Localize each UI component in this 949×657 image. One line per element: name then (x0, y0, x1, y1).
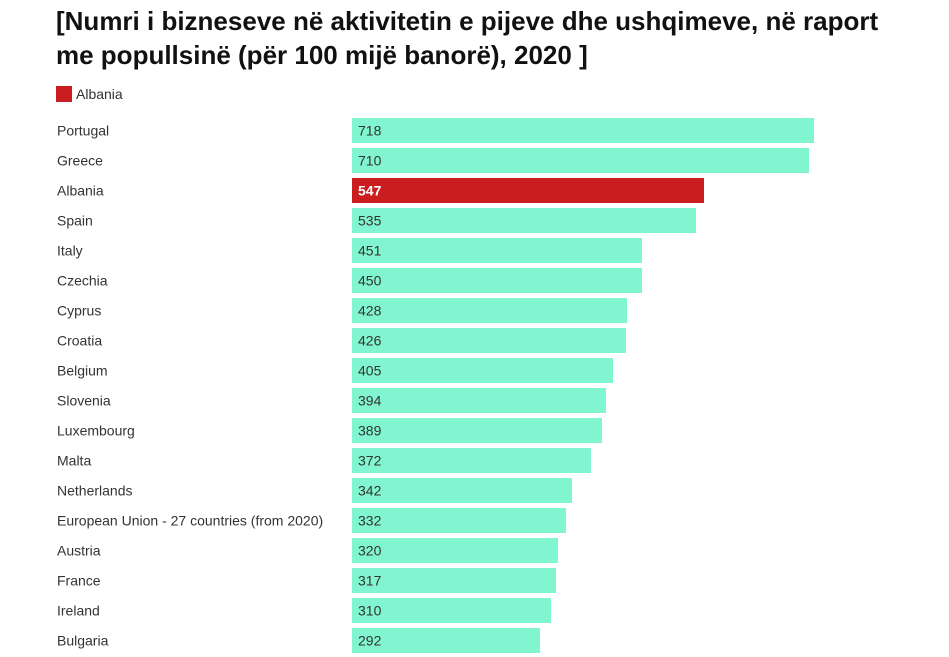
bar (352, 358, 613, 383)
category-label: Czechia (57, 273, 108, 289)
chart-title: [Numri i bizneseve në aktivitetin e pije… (56, 6, 879, 70)
value-label: 547 (358, 183, 382, 199)
value-label: 710 (358, 153, 382, 169)
category-label: Albania (57, 183, 104, 199)
category-label: Spain (57, 213, 93, 229)
value-label: 451 (358, 243, 382, 259)
bar (352, 628, 540, 653)
bar (352, 208, 696, 233)
value-label: 428 (358, 303, 382, 319)
category-label: Malta (57, 453, 91, 469)
legend: Albania (56, 86, 123, 102)
value-label: 450 (358, 273, 382, 289)
value-label: 535 (358, 213, 382, 229)
category-label: Bulgaria (57, 633, 109, 649)
value-label: 332 (358, 513, 382, 529)
bar (352, 448, 591, 473)
legend-swatch (56, 86, 72, 102)
value-label: 426 (358, 333, 382, 349)
value-label: 372 (358, 453, 382, 469)
value-label: 317 (358, 573, 382, 589)
value-label: 405 (358, 363, 382, 379)
bar (352, 178, 704, 203)
bar (352, 538, 558, 563)
value-label: 389 (358, 423, 382, 439)
category-label: Cyprus (57, 303, 101, 319)
category-label: Ireland (57, 603, 100, 619)
bar (352, 598, 551, 623)
bar (352, 118, 814, 143)
bar (352, 268, 642, 293)
legend-label: Albania (76, 86, 123, 102)
value-label: 292 (358, 633, 382, 649)
category-label: Netherlands (57, 483, 133, 499)
bar (352, 328, 626, 353)
bar (352, 388, 606, 413)
category-label: France (57, 573, 101, 589)
bar (352, 298, 627, 323)
bar (352, 568, 556, 593)
bar (352, 478, 572, 503)
category-label: Portugal (57, 123, 109, 139)
category-label: Slovenia (57, 393, 111, 409)
value-label: 320 (358, 543, 382, 559)
value-label: 342 (358, 483, 382, 499)
category-label: Greece (57, 153, 103, 169)
category-label: Italy (57, 243, 83, 259)
bar (352, 508, 566, 533)
category-label: European Union - 27 countries (from 2020… (57, 513, 323, 529)
value-label: 310 (358, 603, 382, 619)
bar (352, 238, 642, 263)
bar (352, 418, 602, 443)
category-label: Luxembourg (57, 423, 135, 439)
value-label: 394 (358, 393, 382, 409)
category-label: Croatia (57, 333, 102, 349)
category-label: Austria (57, 543, 101, 559)
category-label: Belgium (57, 363, 108, 379)
value-label: 718 (358, 123, 382, 139)
bar-chart: Portugal 718 Greece 710 Albania 547 Spain 535 It… (57, 118, 814, 653)
bar (352, 148, 809, 173)
